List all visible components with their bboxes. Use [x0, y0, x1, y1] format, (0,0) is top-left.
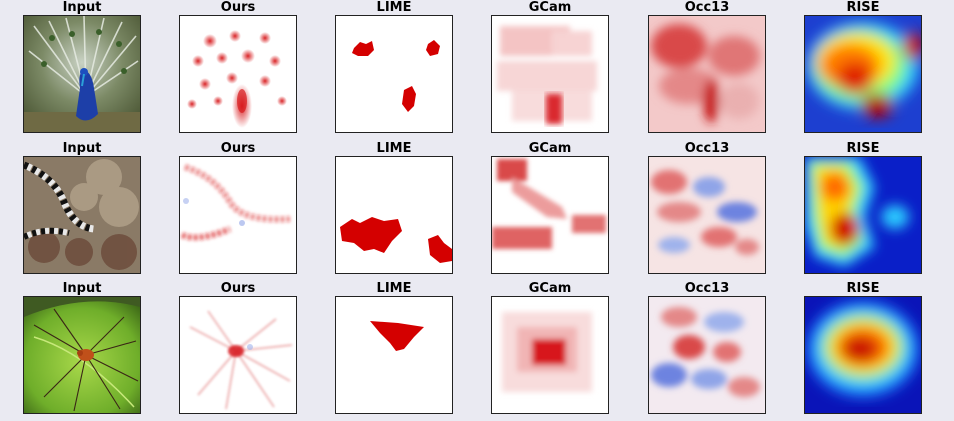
column-title: LIME: [376, 141, 412, 156]
column-title: RISE: [846, 0, 880, 15]
saliency-map-lime: [335, 156, 453, 274]
column-title: GCam: [528, 141, 572, 156]
saliency-map-occ13: [648, 15, 766, 133]
column-title: Ours: [220, 141, 256, 156]
column-title: Input: [62, 281, 102, 296]
column-title: RISE: [846, 141, 880, 156]
saliency-map-lime: [335, 296, 453, 414]
cell-occ13: Occ13: [648, 281, 766, 414]
input-image-peacock: [23, 15, 141, 133]
cell-lime: LIME: [335, 0, 453, 133]
cell-input: Input: [23, 0, 141, 133]
input-image-harvestman: [23, 296, 141, 414]
cell-gcam: GCam: [491, 0, 609, 133]
saliency-map-ours: [179, 156, 297, 274]
cell-input: Input: [23, 141, 141, 274]
column-title: Occ13: [684, 141, 730, 156]
saliency-map-occ13: [648, 296, 766, 414]
column-title: Occ13: [684, 281, 730, 296]
cell-lime: LIME: [335, 281, 453, 414]
cell-lime: LIME: [335, 141, 453, 274]
column-title: LIME: [376, 281, 412, 296]
saliency-map-rise: [804, 15, 922, 133]
figure-row-3: Input: [0, 281, 954, 417]
saliency-map-lime: [335, 15, 453, 133]
figure-row-1: Input: [0, 0, 954, 136]
cell-occ13: Occ13: [648, 0, 766, 133]
column-title: Ours: [220, 281, 256, 296]
column-title: GCam: [528, 0, 572, 15]
cell-occ13: Occ13: [648, 141, 766, 274]
cell-ours: Ours: [179, 281, 297, 414]
column-title: Input: [62, 0, 102, 15]
column-title: Ours: [220, 0, 256, 15]
cell-ours: Ours: [179, 141, 297, 274]
column-title: RISE: [846, 281, 880, 296]
cell-gcam: GCam: [491, 281, 609, 414]
saliency-map-gcam: [491, 156, 609, 274]
saliency-map-rise: [804, 156, 922, 274]
saliency-map-gcam: [491, 296, 609, 414]
saliency-map-gcam: [491, 15, 609, 133]
saliency-map-ours: [179, 296, 297, 414]
column-title: LIME: [376, 0, 412, 15]
saliency-map-rise: [804, 296, 922, 414]
cell-rise: RISE: [804, 0, 922, 133]
cell-rise: RISE: [804, 281, 922, 414]
cell-ours: Ours: [179, 0, 297, 133]
column-title: Input: [62, 141, 102, 156]
cell-rise: RISE: [804, 141, 922, 274]
figure-row-2: Input Ours: [0, 141, 954, 277]
saliency-map-ours: [179, 15, 297, 133]
input-image-sea-snake: [23, 156, 141, 274]
saliency-map-occ13: [648, 156, 766, 274]
column-title: GCam: [528, 281, 572, 296]
column-title: Occ13: [684, 0, 730, 15]
cell-gcam: GCam: [491, 141, 609, 274]
cell-input: Input: [23, 281, 141, 414]
